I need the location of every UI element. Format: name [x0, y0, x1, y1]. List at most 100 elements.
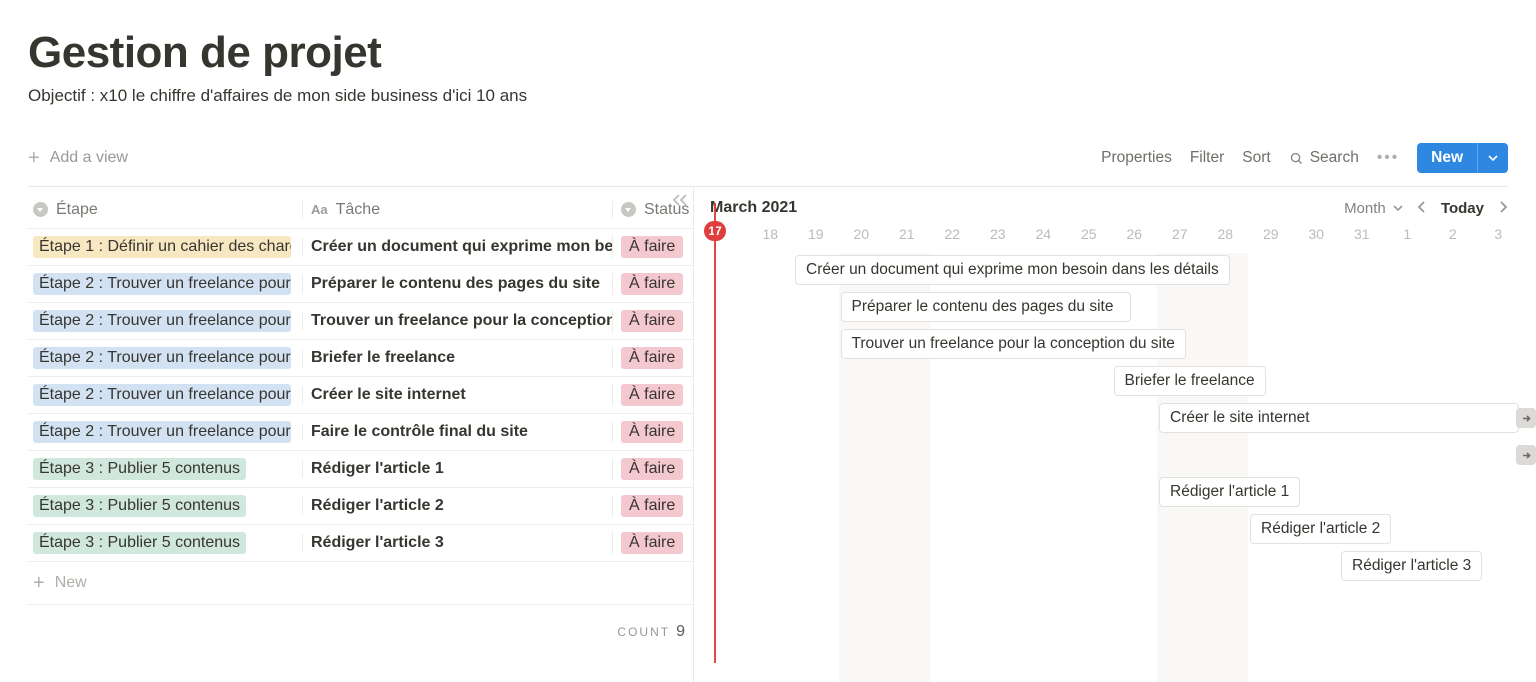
count-label: COUNT: [617, 625, 670, 639]
select-icon: [33, 202, 48, 217]
timeline-date: 22: [944, 226, 960, 242]
page-title: Gestion de projet: [28, 28, 1536, 78]
timeline-bar[interactable]: Créer le site internet: [1159, 403, 1519, 433]
timeline-bar[interactable]: Créer un document qui exprime mon besoin…: [795, 255, 1230, 285]
status-badge: À faire: [621, 421, 683, 443]
timeline-date: 19: [808, 226, 824, 242]
tache-cell[interactable]: Briefer le freelance: [302, 349, 612, 367]
table-header-row: Étape Aa Tâche Status: [28, 187, 693, 229]
timeline-date: 24: [1035, 226, 1051, 242]
table-row[interactable]: Étape 2 : Trouver un freelance pourFaire…: [28, 414, 693, 451]
timeline-date: 30: [1308, 226, 1324, 242]
tache-cell[interactable]: Faire le contrôle final du site: [302, 423, 612, 441]
status-badge: À faire: [621, 458, 683, 480]
select-icon: [621, 202, 636, 217]
row-count: COUNT 9: [28, 604, 693, 641]
timeline-date: 21: [899, 226, 915, 242]
table-row[interactable]: Étape 3 : Publier 5 contenus Rédiger l'ar…: [28, 525, 693, 562]
count-value: 9: [676, 623, 685, 640]
weekend-shade: [1157, 253, 1248, 682]
timeline-prev[interactable]: [1417, 200, 1427, 217]
status-badge: À faire: [621, 310, 683, 332]
timeline-bar[interactable]: Trouver un freelance pour la conception …: [841, 329, 1186, 359]
timeline-bar[interactable]: Rédiger l'article 2: [1250, 514, 1391, 544]
etape-tag: Étape 2 : Trouver un freelance pour: [33, 347, 291, 369]
timeline-today-button[interactable]: Today: [1441, 200, 1484, 217]
etape-tag: Étape 2 : Trouver un freelance pour: [33, 310, 291, 332]
new-button[interactable]: New: [1417, 143, 1508, 173]
table-row[interactable]: Étape 3 : Publier 5 contenusRédiger l'ar…: [28, 488, 693, 525]
add-view-label: Add a view: [50, 149, 128, 167]
tache-cell[interactable]: Trouver un freelance pour la conception …: [302, 312, 612, 330]
timeline-date: 28: [1217, 226, 1233, 242]
chevron-down-icon: [1393, 203, 1403, 213]
table-row[interactable]: Étape 2 : Trouver un freelance pour Créer…: [28, 377, 693, 414]
properties-button[interactable]: Properties: [1101, 149, 1172, 167]
plus-icon: +: [28, 148, 40, 168]
status-badge: À faire: [621, 273, 683, 295]
timeline-date: 1: [1403, 226, 1411, 242]
col-tache-header[interactable]: Aa Tâche: [302, 201, 612, 219]
etape-tag: Étape 2 : Trouver un freelance pour: [33, 384, 291, 406]
timeline-track-area[interactable]: Créer un document qui exprime mon besoin…: [694, 253, 1536, 682]
timeline-bar[interactable]: Rédiger l'article 1: [1159, 477, 1300, 507]
col-etape-label: Étape: [56, 201, 98, 219]
table-row[interactable]: Étape 2 : Trouver un freelance pour Trouv…: [28, 303, 693, 340]
timeline-date: 2: [1449, 226, 1457, 242]
collapse-left-icon[interactable]: [671, 193, 689, 211]
tache-cell[interactable]: Rédiger l'article 2: [302, 497, 612, 515]
timeline-date: 25: [1081, 226, 1097, 242]
timeline-date: 26: [1126, 226, 1142, 242]
new-row-button[interactable]: + New: [28, 562, 693, 604]
col-tache-label: Tâche: [336, 201, 380, 219]
etape-tag: Étape 1 : Définir un cahier des charges: [33, 236, 291, 258]
table-row[interactable]: Étape 2 : Trouver un freelance pour Prépa…: [28, 266, 693, 303]
page-subtitle: Objectif : x10 le chiffre d'affaires de …: [28, 86, 1536, 106]
timeline-granularity[interactable]: Month: [1344, 200, 1403, 217]
timeline-bar[interactable]: Préparer le contenu des pages du site: [841, 292, 1131, 322]
continue-right-icon[interactable]: [1516, 408, 1536, 428]
timeline-bar[interactable]: Briefer le freelance: [1114, 366, 1266, 396]
timeline-date: 20: [853, 226, 869, 242]
col-etape-header[interactable]: Étape: [28, 201, 302, 219]
etape-tag: Étape 2 : Trouver un freelance pour: [33, 273, 291, 295]
status-badge: À faire: [621, 347, 683, 369]
today-line: [714, 203, 716, 663]
continue-right-icon[interactable]: [1516, 445, 1536, 465]
status-badge: À faire: [621, 532, 683, 554]
search-button[interactable]: Search: [1289, 149, 1359, 167]
search-label: Search: [1310, 149, 1359, 167]
timeline-bar[interactable]: Rédiger l'article 3: [1341, 551, 1482, 581]
sort-button[interactable]: Sort: [1242, 149, 1270, 167]
timeline-next[interactable]: [1498, 200, 1508, 217]
plus-icon: +: [33, 573, 45, 593]
tache-cell[interactable]: Rédiger l'article 3: [302, 534, 612, 552]
status-badge: À faire: [621, 236, 683, 258]
table-row[interactable]: Étape 1 : Définir un cahier des charges C…: [28, 229, 693, 266]
timeline-date-axis: 17 1819202122232425262728293031123: [694, 223, 1536, 249]
filter-button[interactable]: Filter: [1190, 149, 1224, 167]
tache-cell[interactable]: Préparer le contenu des pages du site: [302, 275, 612, 293]
tache-cell[interactable]: Créer le site internet: [302, 386, 612, 404]
timeline-month-label: March 2021: [710, 199, 797, 217]
table-pane: Étape Aa Tâche Status Étape 1 : Définir …: [0, 187, 693, 682]
etape-tag: Étape 3 : Publier 5 contenus: [33, 532, 246, 554]
tache-cell[interactable]: Rédiger l'article 1: [302, 460, 612, 478]
add-view-button[interactable]: + Add a view: [28, 148, 128, 168]
status-badge: À faire: [621, 384, 683, 406]
etape-tag: Étape 3 : Publier 5 contenus: [33, 458, 246, 480]
text-icon: Aa: [311, 202, 328, 217]
table-row[interactable]: Étape 3 : Publier 5 contenus Rédiger l'ar…: [28, 451, 693, 488]
chevron-left-icon: [1417, 201, 1427, 213]
granularity-label: Month: [1344, 200, 1386, 217]
timeline-date: 29: [1263, 226, 1279, 242]
timeline-date: 31: [1354, 226, 1370, 242]
table-row[interactable]: Étape 2 : Trouver un freelance pour Brief…: [28, 340, 693, 377]
timeline-pane: March 2021 Month Today 17 1: [693, 187, 1536, 682]
tache-cell[interactable]: Créer un document qui exprime mon besoin…: [302, 238, 612, 256]
new-button-dropdown[interactable]: [1477, 143, 1508, 173]
new-button-label: New: [1417, 143, 1477, 173]
more-icon[interactable]: •••: [1377, 149, 1399, 167]
timeline-date: 3: [1494, 226, 1502, 242]
timeline-date: 18: [762, 226, 778, 242]
